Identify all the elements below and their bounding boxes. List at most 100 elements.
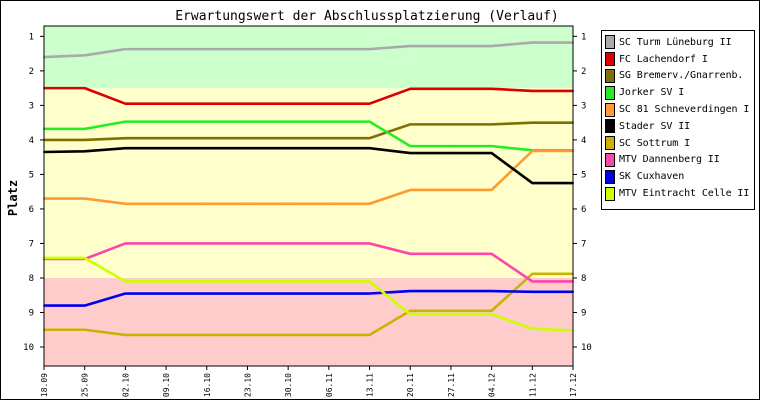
data-point: [246, 280, 249, 283]
data-point: [327, 242, 330, 245]
data-point: [246, 120, 249, 123]
x-tick-label: 18.09: [40, 373, 49, 397]
x-tick-label: 27.11: [447, 373, 456, 397]
y-tick-label: 1: [29, 32, 34, 42]
y-tick-label: 5: [29, 170, 34, 180]
series-line-1: [43, 41, 573, 59]
data-point: [246, 137, 249, 140]
data-point: [490, 145, 493, 148]
data-point: [368, 102, 371, 105]
data-point: [449, 188, 452, 191]
x-tick-label: 09.10: [162, 373, 171, 397]
series-line-3: [44, 121, 573, 142]
x-tick-label: 11.12: [528, 373, 537, 397]
data-point: [205, 280, 208, 283]
chart-title: Erwartungswert der Abschlussplatzierung …: [175, 9, 559, 24]
y-tick-label-right: 4: [581, 136, 586, 146]
data-point: [368, 242, 371, 245]
data-point: [531, 121, 534, 124]
y-tick-label-right: 5: [581, 170, 586, 180]
legend-swatch: [605, 169, 615, 184]
data-point: [83, 304, 86, 307]
data-point: [165, 137, 168, 140]
data-point: [490, 252, 493, 255]
data-point: [531, 290, 534, 293]
data-point: [327, 137, 330, 140]
data-point: [165, 147, 168, 150]
data-point: [449, 123, 452, 126]
data-point: [287, 202, 290, 205]
y-tick-label: 2: [29, 67, 34, 77]
data-point: [409, 188, 412, 191]
data-point: [449, 309, 452, 312]
data-point: [287, 102, 290, 105]
data-point: [327, 202, 330, 205]
data-point: [327, 280, 330, 283]
legend-item: SC 81 Schneverdingen I: [602, 101, 754, 118]
data-point: [531, 272, 534, 275]
data-point: [287, 333, 290, 336]
legend-label: Stader SV II: [619, 120, 691, 132]
legend-item: Stader SV II: [602, 118, 754, 135]
data-point: [368, 280, 371, 283]
legend-label: SK Cuxhaven: [619, 171, 685, 183]
x-tick-label: 16.10: [203, 373, 212, 397]
data-point: [409, 87, 412, 90]
y-tick-label-right: 8: [581, 274, 586, 284]
data-point: [368, 48, 371, 51]
data-point: [490, 123, 493, 126]
series-line-6: [43, 146, 573, 185]
y-tick-label: 3: [29, 101, 34, 111]
series-line-10: [44, 256, 574, 332]
data-point: [205, 120, 208, 123]
data-point: [327, 333, 330, 336]
data-point: [287, 292, 290, 295]
data-point: [490, 313, 493, 316]
data-point: [124, 147, 127, 150]
y-tick-label-right: 1: [581, 32, 586, 42]
y-tick-label: 10: [23, 343, 34, 353]
data-point: [83, 256, 86, 259]
x-tick-label: 06.11: [325, 373, 334, 397]
legend-swatch: [605, 119, 615, 134]
x-tick-label: 04.12: [488, 373, 497, 397]
legend-label: SC 81 Schneverdingen I: [619, 104, 750, 116]
data-point: [327, 48, 330, 51]
data-point: [327, 147, 330, 150]
legend-swatch: [605, 68, 615, 83]
data-point: [83, 138, 86, 141]
data-point: [490, 290, 493, 293]
data-point: [246, 102, 249, 105]
legend-label: FC Lachendorf I: [619, 53, 708, 65]
data-point: [205, 292, 208, 295]
data-point: [83, 54, 86, 57]
data-point: [531, 149, 534, 152]
data-point: [124, 242, 127, 245]
data-point: [205, 242, 208, 245]
x-tick-label: 13.11: [366, 373, 375, 397]
data-point: [287, 242, 290, 245]
y-tick-label-right: 3: [581, 101, 586, 111]
data-point: [409, 123, 412, 126]
legend-label: MTV Dannenberg II: [619, 154, 720, 166]
data-point: [368, 147, 371, 150]
legend-item: SC Sottrum I: [602, 135, 754, 152]
y-tick-label: 6: [29, 205, 34, 215]
data-point: [165, 102, 168, 105]
data-point: [246, 147, 249, 150]
data-point: [490, 45, 493, 48]
data-point: [124, 120, 127, 123]
data-point: [409, 152, 412, 155]
y-tick-label: 9: [29, 308, 34, 318]
data-point: [165, 202, 168, 205]
x-tick-label: 30.10: [284, 373, 293, 397]
data-point: [409, 309, 412, 312]
data-point: [124, 292, 127, 295]
data-point: [368, 120, 371, 123]
data-point: [531, 89, 534, 92]
data-point: [83, 150, 86, 153]
data-point: [246, 48, 249, 51]
data-point: [246, 333, 249, 336]
